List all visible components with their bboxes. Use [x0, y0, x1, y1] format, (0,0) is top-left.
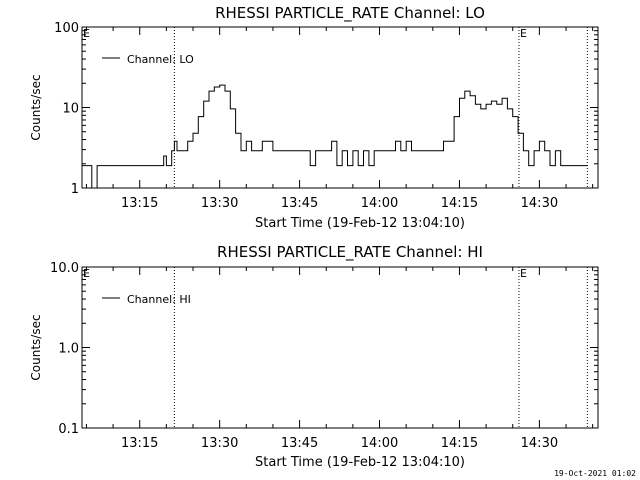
panel-2-x-tick-label: 13:30: [201, 436, 238, 451]
panel-1-x-tick-label: 13:15: [121, 196, 158, 211]
panel-1-x-tick-label: 13:45: [281, 196, 318, 211]
panel-2-xlabel: Start Time (19-Feb-12 13:04:10): [255, 455, 465, 470]
panel-1-y-tick-label: 10: [62, 102, 79, 117]
panel-2-x-tick-label: 14:30: [521, 436, 558, 451]
panel-1-frame: [81, 26, 599, 189]
panel-1-title: RHESSI PARTICLE_RATE Channel: LO: [215, 4, 485, 23]
panel-1-y-tick-label: 1: [71, 182, 79, 197]
panel-2-ylabel: Counts/sec: [29, 314, 43, 380]
panel-2-x-tick-label: 13:15: [121, 436, 158, 451]
panel-1-marker-label: E: [520, 27, 527, 40]
panel-1-xlabel: Start Time (19-Feb-12 13:04:10): [255, 216, 465, 231]
panel-1-x-tick-label: 14:30: [521, 196, 558, 211]
panel-2-marker-label: E: [520, 267, 527, 280]
panel-2-x-tick-label: 14:00: [361, 436, 398, 451]
panel-2-y-tick-label: 1.0: [58, 342, 79, 357]
panel-1-x-tick-label: 14:00: [361, 196, 398, 211]
panel-1-series-line: [82, 84, 588, 189]
panel-1-ylabel: Counts/sec: [29, 74, 43, 140]
panel-2-legend-label: Channel: HI: [127, 293, 191, 306]
panel-2-x-tick-label: 13:45: [281, 436, 318, 451]
panel-1-y-tick-label: 100: [54, 21, 79, 36]
panel-2-y-tick-label: 10.0: [50, 261, 79, 276]
panel-2-frame: [81, 266, 599, 429]
panel-1-x-tick-label: 13:30: [201, 196, 238, 211]
panel-1-legend-label: Channel: LO: [127, 53, 194, 66]
panel-1-corner-label: E: [83, 27, 90, 40]
panel-2-x-tick-label: 14:15: [441, 436, 478, 451]
panel-2-corner-label: E: [83, 267, 90, 280]
panel-2-y-tick-label: 0.1: [58, 422, 79, 437]
footer-timestamp: 19-Oct-2021 01:02: [554, 469, 636, 478]
panel-2-title: RHESSI PARTICLE_RATE Channel: HI: [217, 243, 483, 262]
panel-1-x-tick-label: 14:15: [441, 196, 478, 211]
